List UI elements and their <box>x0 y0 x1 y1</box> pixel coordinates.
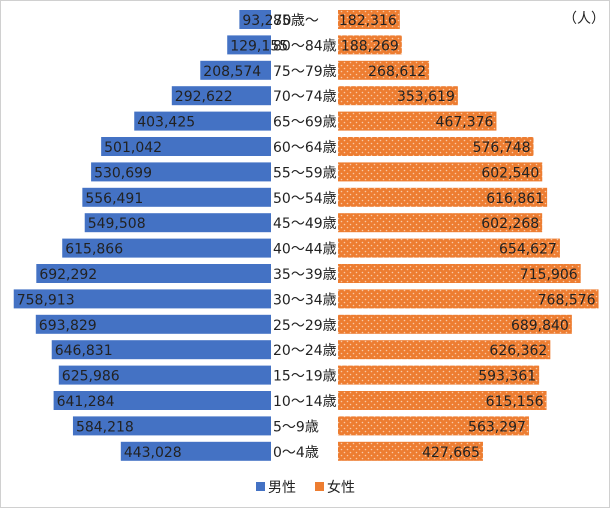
bar-female-13 <box>338 340 551 360</box>
value-label-female-7: 616,861 <box>486 191 544 207</box>
age-label-11: 30〜34歳 <box>273 292 337 308</box>
value-label-female-16: 563,297 <box>468 419 526 435</box>
value-label-male-1: 129,155 <box>230 38 288 54</box>
age-label-3: 70〜74歳 <box>273 89 337 105</box>
value-label-female-0: 182,316 <box>339 13 397 29</box>
value-label-female-5: 576,748 <box>473 140 531 156</box>
value-label-female-9: 654,627 <box>499 242 557 258</box>
bar-female-9 <box>338 238 560 258</box>
value-label-male-14: 625,986 <box>62 369 120 385</box>
bar-male-3 <box>171 86 271 106</box>
value-label-male-12: 693,829 <box>39 318 97 334</box>
value-label-male-15: 641,284 <box>57 394 115 410</box>
value-label-male-4: 403,425 <box>137 115 195 131</box>
age-label-1: 80〜84歳 <box>273 38 337 54</box>
value-label-female-12: 689,840 <box>511 318 569 334</box>
bar-female-8 <box>338 213 543 233</box>
value-label-male-9: 615,866 <box>65 242 123 258</box>
age-label-14: 15〜19歳 <box>273 369 337 385</box>
bar-male-12 <box>35 314 272 334</box>
bar-male-13 <box>51 340 272 360</box>
bar-male-14 <box>58 365 272 385</box>
bar-male-17 <box>120 441 271 461</box>
bar-male-2 <box>200 60 271 80</box>
age-label-17: 0〜4歳 <box>273 445 319 461</box>
age-label-6: 55〜59歳 <box>273 165 337 181</box>
legend-label-male: 男性 <box>268 480 296 496</box>
bar-male-8 <box>84 213 271 233</box>
value-label-male-0: 93,270 <box>242 13 291 29</box>
age-label-12: 25〜29歳 <box>273 318 337 334</box>
age-label-10: 35〜39歳 <box>273 267 337 283</box>
value-label-female-1: 188,269 <box>341 38 399 54</box>
age-label-9: 40〜44歳 <box>273 242 337 258</box>
age-label-16: 5〜9歳 <box>273 419 319 435</box>
value-label-male-7: 556,491 <box>85 191 143 207</box>
value-label-male-13: 646,831 <box>55 343 113 359</box>
value-label-male-11: 758,913 <box>17 292 75 308</box>
bar-female-2 <box>338 60 430 80</box>
bar-male-4 <box>134 111 271 131</box>
bar-female-3 <box>338 86 458 106</box>
bar-female-14 <box>338 365 540 385</box>
value-label-male-2: 208,574 <box>203 64 261 80</box>
bar-male-0 <box>239 10 271 29</box>
value-label-female-6: 602,540 <box>481 165 539 181</box>
bar-male-10 <box>36 264 271 283</box>
legend: 男性 女性 <box>256 479 355 496</box>
age-label-5: 60〜64歳 <box>273 140 337 156</box>
value-label-female-4: 467,376 <box>436 115 494 131</box>
age-label-7: 50〜54歳 <box>273 191 337 207</box>
bar-female-5 <box>338 137 534 156</box>
bar-female-12 <box>338 314 572 334</box>
bar-female-1 <box>338 35 402 55</box>
legend-swatch-female <box>315 482 324 491</box>
bar-female-10 <box>338 264 581 283</box>
unit-label: （人） <box>563 11 605 27</box>
value-label-male-17: 443,028 <box>124 445 182 461</box>
value-label-male-10: 692,292 <box>39 267 97 283</box>
bar-female-15 <box>338 391 547 410</box>
bar-female-17 <box>338 441 483 461</box>
age-label-4: 65〜69歳 <box>273 115 337 131</box>
value-label-male-16: 584,218 <box>76 419 134 435</box>
bar-female-11 <box>338 289 599 309</box>
value-label-female-10: 715,906 <box>520 267 578 283</box>
legend-label-female: 女性 <box>327 479 355 496</box>
age-label-0: 85歳〜 <box>273 13 319 29</box>
value-label-female-17: 427,665 <box>422 445 480 461</box>
bar-male-15 <box>53 391 272 410</box>
value-label-female-2: 268,612 <box>368 64 426 80</box>
age-label-8: 45〜49歳 <box>273 216 337 232</box>
value-label-male-3: 292,622 <box>175 89 233 105</box>
value-label-female-8: 602,268 <box>481 216 539 232</box>
bar-male-6 <box>91 162 271 182</box>
bar-male-11 <box>13 289 272 309</box>
age-label-2: 75〜79歳 <box>273 64 337 80</box>
value-label-male-8: 549,508 <box>88 216 146 232</box>
legend-swatch-male <box>256 482 265 491</box>
bar-female-0 <box>338 10 400 29</box>
value-label-female-13: 626,362 <box>489 343 547 359</box>
value-label-female-3: 353,619 <box>397 89 455 105</box>
value-label-female-15: 615,156 <box>486 394 544 410</box>
bar-female-16 <box>338 416 529 436</box>
bar-female-4 <box>338 111 497 131</box>
bar-male-5 <box>101 137 271 156</box>
value-label-male-6: 530,699 <box>94 165 152 181</box>
age-label-15: 10〜14歳 <box>273 394 337 410</box>
bar-female-6 <box>338 162 543 182</box>
bar-female-7 <box>338 187 548 207</box>
bar-male-16 <box>72 416 271 436</box>
value-label-male-5: 501,042 <box>104 140 162 156</box>
age-label-13: 20〜24歳 <box>273 343 337 359</box>
value-label-female-11: 768,576 <box>538 292 596 308</box>
bar-male-1 <box>227 35 271 55</box>
value-label-female-14: 593,361 <box>478 369 536 385</box>
bar-male-7 <box>82 187 271 207</box>
bar-male-9 <box>62 238 272 258</box>
